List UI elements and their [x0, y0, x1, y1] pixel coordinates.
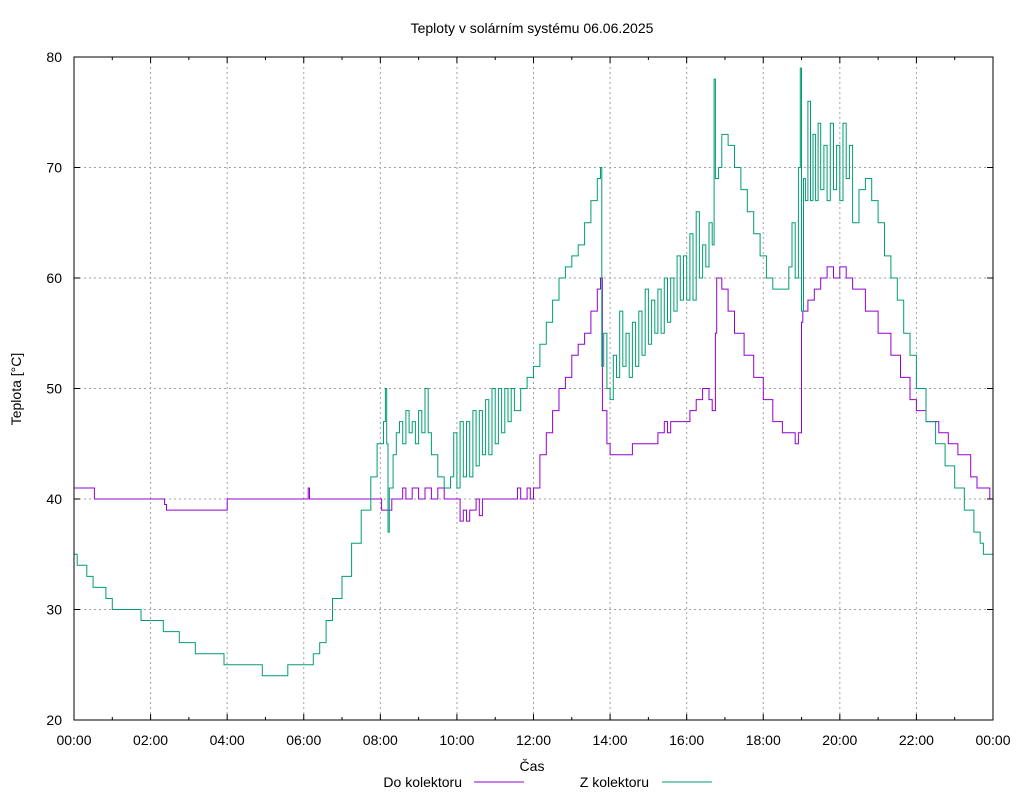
x-tick-label: 02:00	[133, 732, 168, 748]
x-tick-label: 18:00	[746, 732, 781, 748]
x-tick-label: 20:00	[822, 732, 857, 748]
y-tick-label: 30	[46, 602, 62, 618]
x-tick-label: 06:00	[286, 732, 321, 748]
y-tick-label: 20	[46, 712, 62, 728]
y-axis-label: Teplota [°C]	[8, 353, 24, 426]
x-axis-label: Čas	[520, 758, 545, 774]
x-tick-label: 00:00	[975, 732, 1010, 748]
x-tick-label: 04:00	[210, 732, 245, 748]
legend: Do kolektoru Z kolektoru	[383, 774, 712, 790]
y-tick-label: 40	[46, 491, 62, 507]
series-line-do-kolektoru	[74, 266, 993, 522]
x-tick-label: 14:00	[593, 732, 628, 748]
legend-label-z-kolektoru: Z kolektoru	[580, 774, 649, 790]
ticks	[73, 56, 994, 721]
series-layer	[74, 67, 993, 677]
x-tick-label: 00:00	[56, 732, 91, 748]
x-tick-label: 12:00	[516, 732, 551, 748]
y-tick-label: 50	[46, 381, 62, 397]
y-tick-labels: 20 30 40 50 60 70 80	[46, 49, 62, 728]
x-tick-label: 10:00	[439, 732, 474, 748]
x-tick-label: 16:00	[669, 732, 704, 748]
x-tick-label: 08:00	[363, 732, 398, 748]
y-tick-label: 70	[46, 160, 62, 176]
y-tick-label: 80	[46, 49, 62, 65]
series-line-z-kolektoru	[74, 67, 993, 677]
x-tick-labels: 00:00 02:00 04:00 06:00 08:00 10:00 12:00 14:00…	[56, 732, 1010, 748]
chart-title: Teploty v solárním systému 06.06.2025	[411, 20, 654, 36]
x-tick-label: 22:00	[899, 732, 934, 748]
y-tick-label: 60	[46, 270, 62, 286]
grid	[74, 57, 993, 720]
legend-label-do-kolektoru: Do kolektoru	[383, 774, 462, 790]
